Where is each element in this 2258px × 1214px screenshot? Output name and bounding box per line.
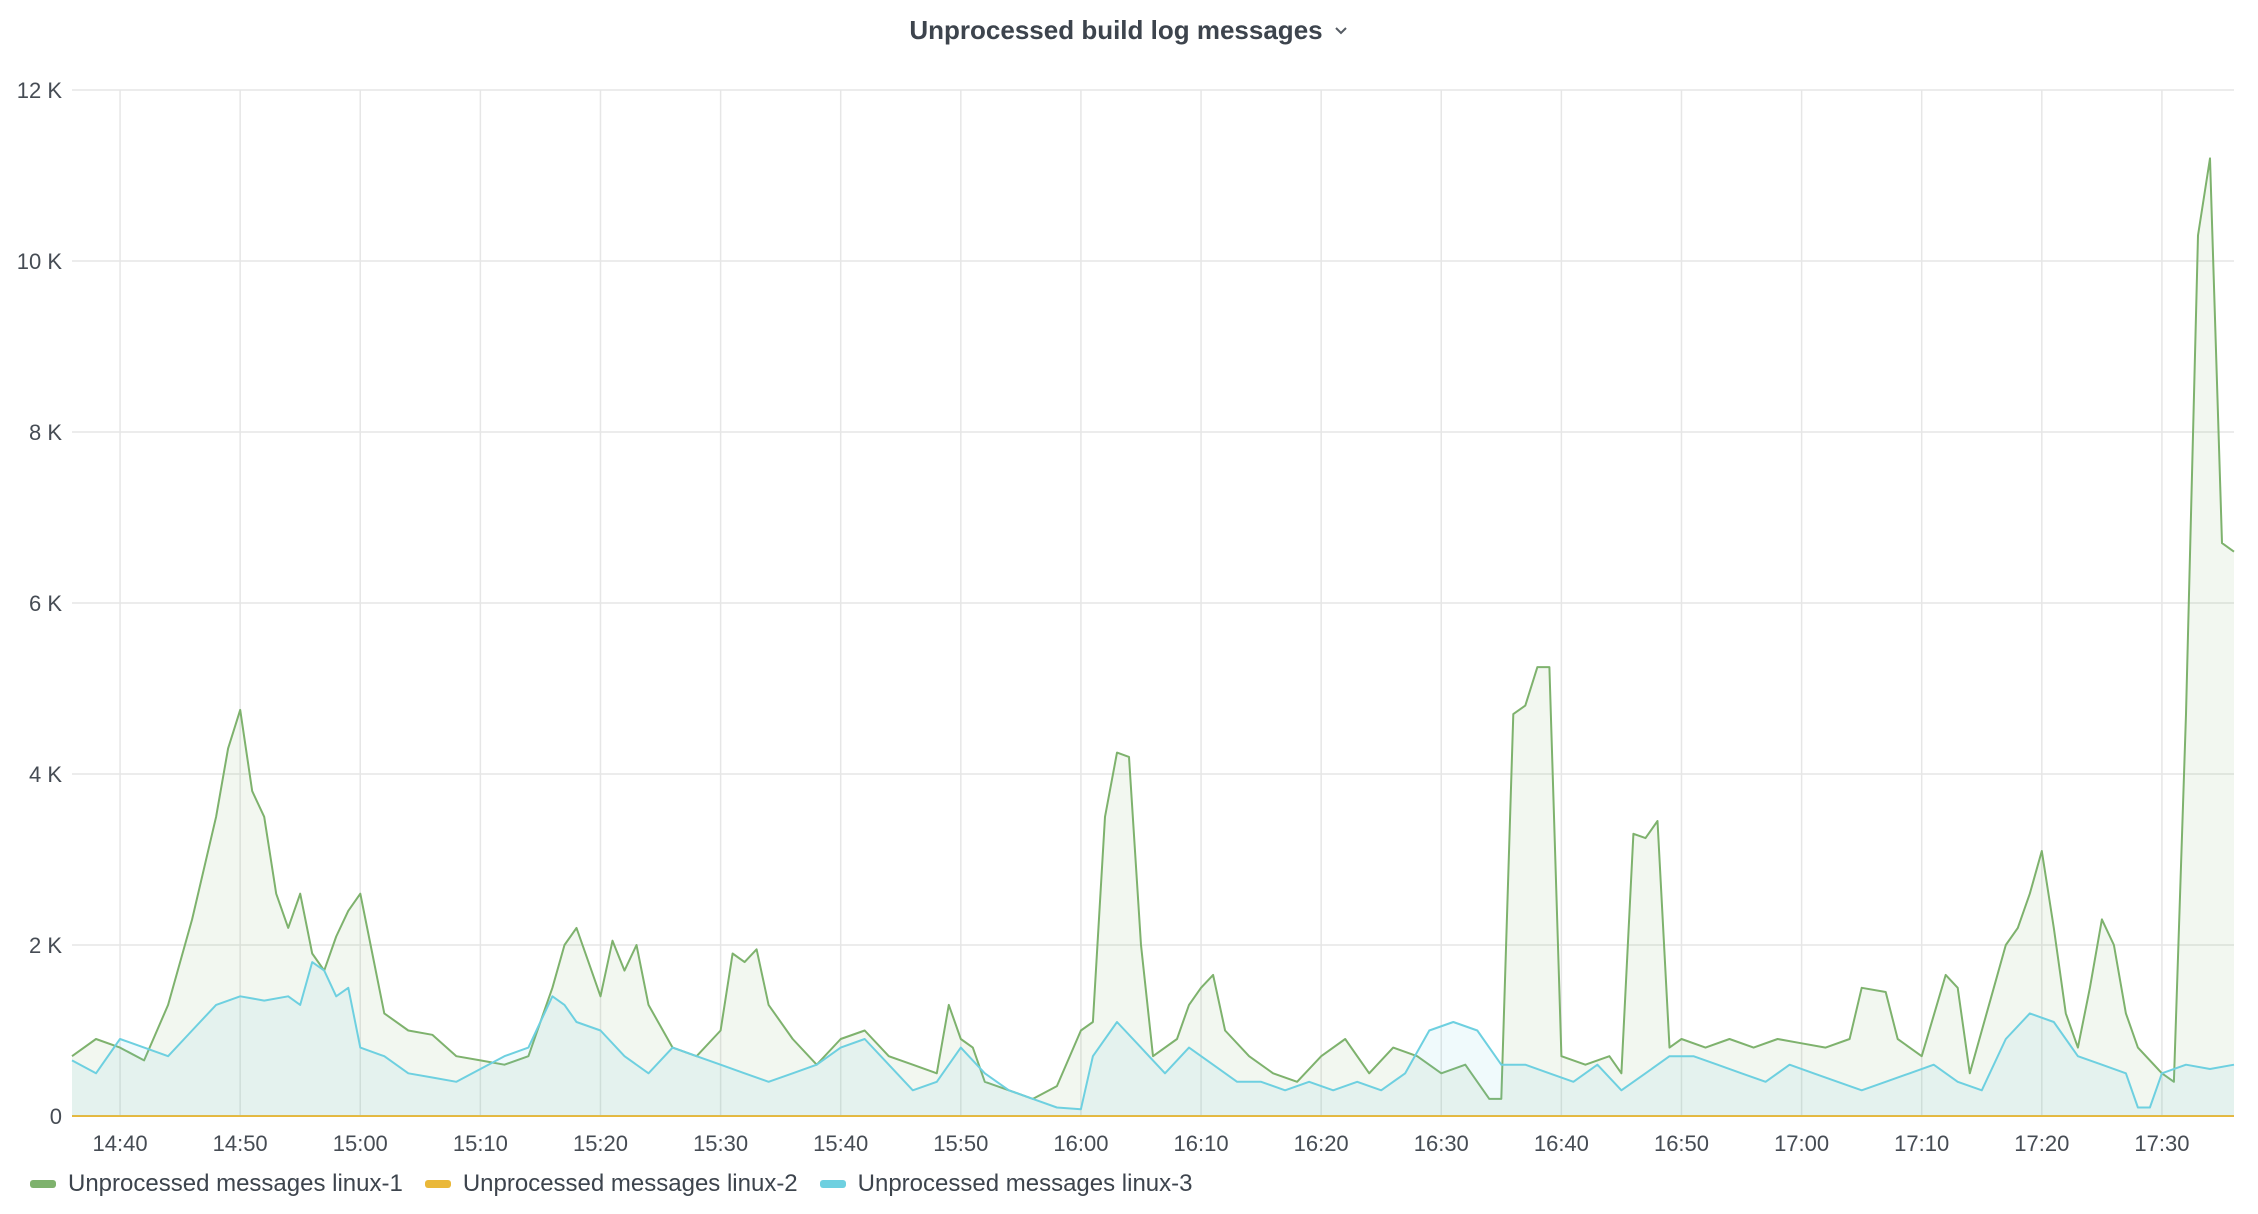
- x-tick-label: 17:20: [2014, 1131, 2069, 1156]
- x-tick-label: 15:40: [813, 1131, 868, 1156]
- x-tick-label: 15:20: [573, 1131, 628, 1156]
- legend-label-linux-3: Unprocessed messages linux-3: [857, 1170, 1193, 1197]
- legend-item-linux-3[interactable]: Unprocessed messages linux-3: [819, 1170, 1193, 1198]
- x-tick-label: 14:40: [93, 1131, 148, 1156]
- legend-label-linux-1: Unprocessed messages linux-1: [68, 1170, 403, 1197]
- legend: Unprocessed messages linux-1 Unprocessed…: [30, 1170, 1192, 1198]
- x-tick-label: 17:00: [1774, 1131, 1829, 1156]
- y-tick-label: 6 K: [29, 591, 62, 616]
- chevron-down-icon[interactable]: [1333, 22, 1349, 38]
- panel-title-menu[interactable]: Unprocessed build log messages: [909, 15, 1348, 46]
- grid: [72, 89, 2234, 1117]
- legend-item-linux-2[interactable]: Unprocessed messages linux-2: [424, 1170, 798, 1198]
- x-tick-label: 16:40: [1534, 1131, 1589, 1156]
- axes: 0 2 K 4 K 6 K 8 K 10 K 12 K 14:40 14:50 15:00 15:1…: [17, 78, 2190, 1156]
- y-tick-label: 0: [50, 1104, 62, 1129]
- x-tick-label: 16:00: [1053, 1131, 1108, 1156]
- x-tick-label: 14:50: [213, 1131, 268, 1156]
- series-1-area: [72, 158, 2234, 1116]
- series-layer: [71, 157, 2235, 1117]
- y-tick-label: 2 K: [29, 933, 62, 958]
- x-tick-label: 16:50: [1654, 1131, 1709, 1156]
- y-tick-label: 12 K: [17, 78, 63, 103]
- y-tick-label: 10 K: [17, 249, 63, 274]
- legend-item-linux-1[interactable]: Unprocessed messages linux-1: [30, 1170, 403, 1198]
- x-tick-label: 15:50: [933, 1131, 988, 1156]
- legend-swatch-linux-2: [424, 1180, 451, 1188]
- series-3-area: [72, 962, 2234, 1116]
- legend-swatch-linux-1: [30, 1180, 56, 1188]
- series-3-line: [71, 961, 2235, 1111]
- x-tick-label: 16:10: [1174, 1131, 1229, 1156]
- x-tick-label: 15:10: [453, 1131, 508, 1156]
- x-tick-label: 15:30: [693, 1131, 748, 1156]
- series-1-line: [71, 157, 2235, 1100]
- legend-label-linux-2: Unprocessed messages linux-2: [462, 1170, 798, 1197]
- x-tick-label: 16:20: [1294, 1131, 1349, 1156]
- x-tick-label: 15:00: [333, 1131, 388, 1156]
- x-tick-label: 17:30: [2134, 1131, 2189, 1156]
- panel-title: Unprocessed build log messages: [909, 14, 1323, 45]
- panel-header: Unprocessed build log messages: [0, 0, 2258, 60]
- legend-swatch-linux-3: [819, 1180, 846, 1188]
- y-tick-label: 8 K: [29, 420, 62, 445]
- x-tick-label: 16:30: [1414, 1131, 1469, 1156]
- y-tick-label: 4 K: [29, 762, 62, 787]
- x-tick-label: 17:10: [1894, 1131, 1949, 1156]
